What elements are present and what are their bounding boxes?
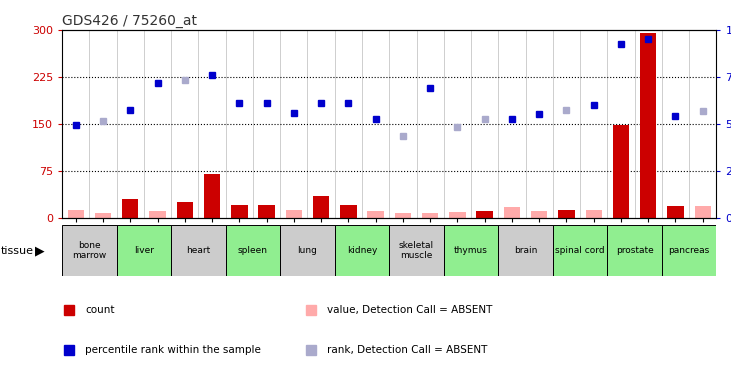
Text: tissue: tissue <box>1 246 34 255</box>
Text: spinal cord: spinal cord <box>556 246 605 255</box>
Bar <box>117 225 171 276</box>
Bar <box>450 212 466 217</box>
Bar <box>640 33 656 218</box>
Bar <box>667 206 683 218</box>
Bar <box>231 205 248 218</box>
Text: brain: brain <box>514 246 537 255</box>
Text: lung: lung <box>298 246 317 255</box>
Text: heart: heart <box>186 246 211 255</box>
Bar <box>62 225 117 276</box>
Bar <box>444 225 499 276</box>
Bar <box>149 211 166 217</box>
Text: bone
marrow: bone marrow <box>72 241 107 260</box>
Text: pancreas: pancreas <box>668 246 710 255</box>
Text: spleen: spleen <box>238 246 268 255</box>
Bar <box>286 210 302 218</box>
Bar <box>504 207 520 218</box>
Bar <box>67 210 84 218</box>
Bar <box>531 211 548 218</box>
Bar <box>259 205 275 218</box>
Bar <box>395 213 411 217</box>
Bar <box>122 199 138 217</box>
Text: ▶: ▶ <box>35 244 45 257</box>
Bar <box>499 225 553 276</box>
Text: count: count <box>85 305 115 315</box>
Text: value, Detection Call = ABSENT: value, Detection Call = ABSENT <box>327 305 493 315</box>
Bar <box>694 206 711 218</box>
Text: prostate: prostate <box>616 246 654 255</box>
Bar <box>340 205 357 218</box>
Bar <box>613 125 629 217</box>
Bar <box>313 196 329 217</box>
Bar <box>422 213 439 217</box>
Text: rank, Detection Call = ABSENT: rank, Detection Call = ABSENT <box>327 345 488 355</box>
Text: percentile rank within the sample: percentile rank within the sample <box>85 345 261 355</box>
Bar <box>177 202 193 217</box>
Bar <box>558 210 575 218</box>
Text: skeletal
muscle: skeletal muscle <box>399 241 434 260</box>
Bar <box>171 225 226 276</box>
Bar <box>553 225 607 276</box>
Text: thymus: thymus <box>454 246 488 255</box>
Bar <box>586 210 602 218</box>
Text: kidney: kidney <box>346 246 377 255</box>
Bar <box>389 225 444 276</box>
Bar <box>280 225 335 276</box>
Bar <box>662 225 716 276</box>
Bar <box>226 225 280 276</box>
Text: GDS426 / 75260_at: GDS426 / 75260_at <box>62 13 197 28</box>
Bar <box>335 225 389 276</box>
Bar <box>204 174 220 217</box>
Bar <box>95 213 111 217</box>
Bar <box>607 225 662 276</box>
Bar <box>368 211 384 217</box>
Text: liver: liver <box>134 246 154 255</box>
Bar <box>477 211 493 217</box>
